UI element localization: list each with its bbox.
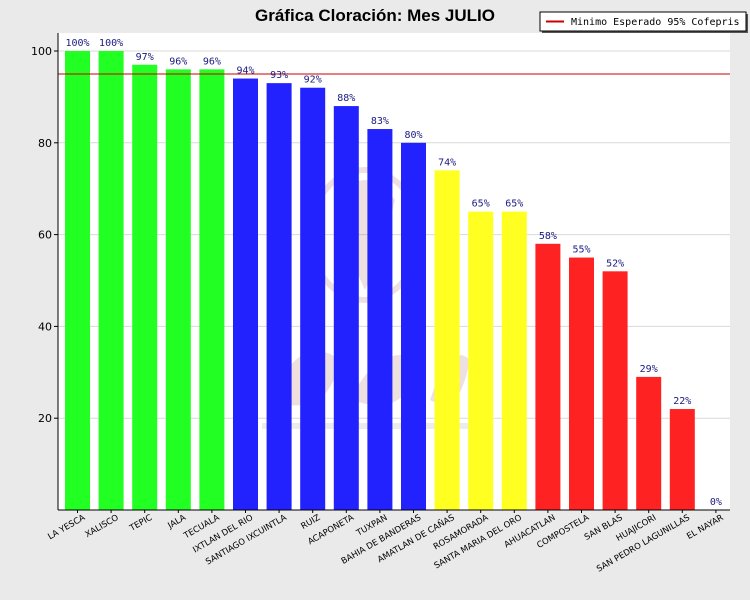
data-label: 74% (438, 157, 456, 168)
y-tick-label: 20 (38, 412, 52, 425)
bar (165, 69, 191, 511)
data-label: 88% (337, 93, 355, 104)
bar (266, 83, 292, 510)
bar (300, 87, 326, 510)
category-label: LA YESCA (46, 513, 87, 542)
category-label: TEPIC (127, 513, 154, 534)
data-label: 65% (505, 199, 523, 210)
bar (401, 142, 426, 511)
data-label: 0% (710, 497, 722, 508)
data-label: 52% (606, 258, 624, 269)
y-tick-label: 40 (38, 320, 52, 333)
chart-title: Gráfica Cloración: Mes JULIO (255, 6, 495, 25)
bar (233, 78, 258, 510)
data-label: 100% (99, 38, 123, 49)
category-label: JALA (166, 513, 188, 532)
data-label: 55% (572, 245, 590, 256)
data-label: 80% (404, 130, 422, 141)
data-label: 29% (640, 364, 658, 375)
data-label: 58% (539, 231, 557, 242)
data-label: 92% (304, 75, 322, 86)
y-tick-label: 60 (38, 229, 52, 242)
category-label: RUIZ (299, 513, 322, 532)
legend-box (539, 11, 747, 32)
bar (434, 170, 460, 510)
bars (65, 51, 695, 511)
bar (535, 243, 561, 510)
bar (636, 376, 662, 510)
bar (132, 64, 158, 511)
data-label: 22% (673, 396, 691, 407)
category-label: XALISCO (84, 513, 121, 540)
data-label: 96% (169, 56, 187, 67)
data-label: 93% (270, 70, 288, 81)
bar (468, 211, 494, 510)
bar (333, 106, 359, 510)
data-label: 83% (371, 116, 389, 127)
data-labels: 100% 100% 97% 96% 96% 94% 93% 92% 88% 83% 80% 74% 65… (65, 38, 721, 508)
data-label: 97% (136, 52, 154, 63)
y-axis: 20 40 60 80 100 (31, 45, 58, 425)
bar (367, 129, 393, 510)
legend-label: Minimo Esperado 95% Cofepris (571, 17, 740, 28)
category-label: EL NAYAR (685, 513, 725, 542)
bar (65, 51, 90, 510)
bar (199, 69, 225, 511)
bar (669, 409, 695, 510)
data-label: 96% (203, 56, 221, 67)
bar (569, 257, 594, 510)
bar (98, 51, 124, 510)
legend: Minimo Esperado 95% Cofepris (539, 11, 748, 33)
plot-area (58, 33, 730, 510)
data-label: 65% (472, 199, 490, 210)
y-tick-label: 80 (38, 137, 52, 150)
y-tick-label: 100 (31, 45, 52, 58)
data-label: 100% (65, 38, 89, 49)
bar (501, 211, 527, 510)
data-label: 94% (236, 66, 254, 77)
bar (602, 271, 628, 510)
